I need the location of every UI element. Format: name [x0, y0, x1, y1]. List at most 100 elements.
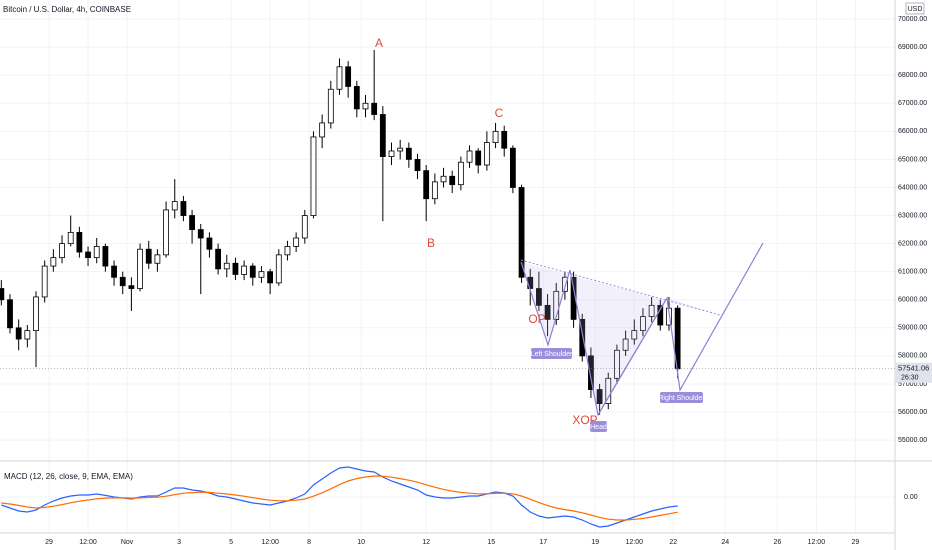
candle-body	[579, 318, 586, 357]
y-tick-label: 66000.00	[898, 128, 927, 135]
macd-line	[1, 466, 678, 528]
last-price-box	[895, 362, 932, 383]
x-tick-label: 12:00	[79, 539, 97, 546]
candle-body	[301, 215, 308, 239]
candle-body	[423, 170, 430, 200]
candle-body	[449, 175, 456, 186]
candle-body	[327, 88, 334, 124]
y-tick-label: 63000.00	[898, 212, 927, 219]
x-tick-label: 17	[539, 539, 547, 546]
chart-title: Bitcoin / U.S. Dollar, 4h, COINBASE	[3, 5, 131, 14]
candle-body	[206, 237, 213, 250]
candle-body	[215, 248, 221, 270]
pattern-label: Head	[590, 424, 607, 431]
candle-body	[15, 327, 22, 340]
candle-body	[102, 246, 109, 267]
candle-body	[657, 304, 664, 326]
candle-body	[189, 215, 195, 230]
y-tick-label: 62000.00	[898, 240, 927, 247]
x-tick-label: 3	[177, 539, 181, 546]
x-tick-label: 15	[487, 539, 495, 546]
candle-body	[249, 265, 256, 278]
macd-line	[1, 475, 678, 521]
candle-body	[631, 330, 638, 340]
y-tick-label: 65000.00	[898, 156, 927, 163]
candle-body	[362, 102, 369, 110]
x-tick-label: 29	[851, 539, 859, 546]
candles	[0, 49, 681, 415]
y-tick-label: 61000.00	[898, 269, 927, 276]
candle-body	[163, 209, 169, 256]
indicator-title: MACD (12, 26, close, 9, EMA, EMA)	[4, 472, 133, 481]
candle-body	[640, 316, 646, 332]
annotation: OP	[528, 312, 545, 326]
x-tick-label: 19	[591, 539, 599, 546]
y-tick-label: 69000.00	[898, 44, 927, 51]
candle-body	[85, 251, 91, 259]
candle-body	[648, 304, 655, 317]
y-tick-label: 64000.00	[898, 184, 927, 191]
x-tick-label: 12:00	[261, 539, 279, 546]
x-tick-label: 10	[357, 539, 365, 546]
candle-body	[241, 265, 248, 275]
y-tick-label: 59000.00	[898, 325, 927, 332]
candle-body	[674, 307, 681, 370]
candle-body	[553, 290, 560, 320]
neckline	[520, 259, 721, 316]
candle-body	[41, 265, 48, 298]
x-tick-label: 24	[721, 539, 729, 546]
x-tick-label: 22	[669, 539, 677, 546]
candle-body	[414, 159, 421, 172]
candle-body	[536, 288, 542, 306]
candle-body	[76, 231, 83, 253]
x-tick-label: 12:00	[808, 539, 826, 546]
candle-body	[397, 147, 404, 152]
annotation: A	[375, 36, 383, 50]
candle-body	[154, 254, 161, 264]
y-tick-label: 58000.00	[898, 353, 927, 360]
candle-body	[388, 150, 395, 158]
candle-body	[267, 271, 274, 284]
candle-body	[353, 86, 360, 110]
x-tick-label: 29	[45, 539, 53, 546]
candle-body	[605, 377, 612, 404]
candle-body	[345, 66, 352, 87]
candle-body	[501, 130, 508, 149]
candle-body	[475, 150, 482, 166]
candle-body	[275, 254, 282, 284]
candle-body	[440, 175, 447, 183]
pattern-tag	[531, 348, 572, 359]
x-tick-label: 26	[773, 539, 781, 546]
currency-box[interactable]	[905, 2, 925, 15]
x-tick-label: 12:00	[626, 539, 644, 546]
candle-body	[466, 150, 473, 163]
macd-pane	[0, 466, 895, 528]
annotation: B	[427, 236, 435, 250]
candle-body	[405, 147, 412, 160]
y-tick-label: 60000.00	[898, 297, 927, 304]
y-tick-label: 57000.00	[898, 381, 927, 388]
pattern-label: Left Shoulder	[531, 351, 573, 358]
candle-body	[371, 102, 378, 115]
candle-body	[33, 296, 39, 332]
candle-body	[570, 276, 577, 320]
candle-body	[223, 262, 230, 270]
candle-body	[171, 201, 178, 211]
candle-body	[310, 136, 317, 216]
x-tick-label: 8	[307, 539, 311, 546]
candle-body	[145, 248, 152, 264]
pattern-line	[597, 297, 668, 416]
candle-body	[596, 389, 603, 404]
candle-body	[562, 276, 568, 292]
candle-body	[59, 243, 65, 259]
y-tick-label: 68000.00	[898, 72, 927, 79]
candle-body	[111, 265, 117, 278]
candle-body	[614, 349, 620, 379]
candle-body	[232, 262, 239, 275]
y-tick-label: 70000.00	[898, 16, 927, 23]
candle-body	[0, 288, 5, 301]
annotation: C	[495, 106, 504, 120]
candle-body	[457, 161, 464, 186]
